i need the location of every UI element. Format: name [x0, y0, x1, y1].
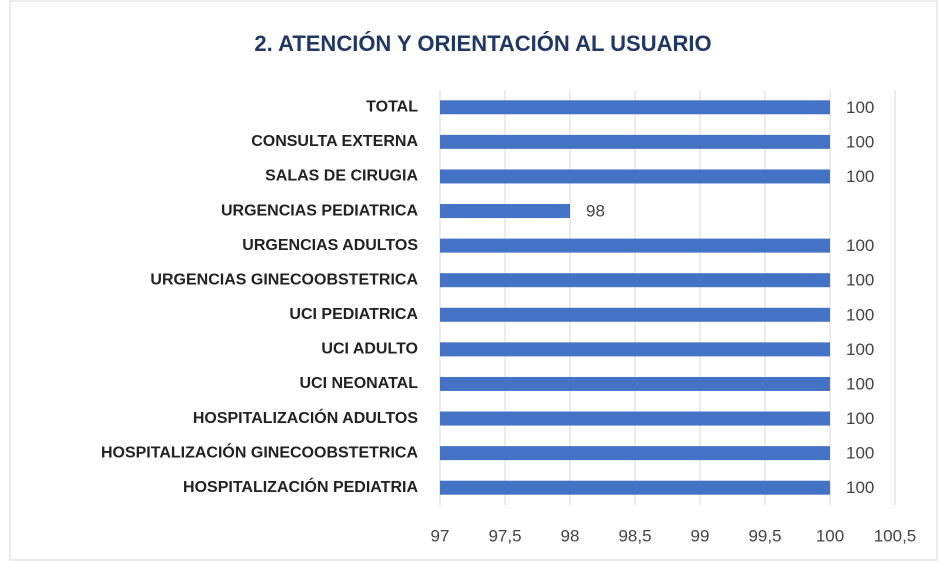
data-label: 100 — [846, 271, 874, 290]
y-tick-label: UCI PEDIATRICA — [289, 306, 418, 323]
bar — [440, 238, 830, 253]
y-tick-label: SALAS DE CIRUGIA — [265, 168, 418, 185]
data-label: 100 — [846, 236, 874, 255]
y-tick-label: UCI NEONATAL — [299, 375, 418, 392]
data-label: 100 — [846, 167, 874, 186]
x-tick-label: 99,5 — [748, 526, 781, 545]
bar — [440, 307, 830, 322]
bar — [440, 446, 830, 461]
x-tick-label: 97 — [431, 526, 450, 545]
data-label: 100 — [846, 444, 874, 463]
bar — [440, 411, 830, 426]
bar — [440, 100, 830, 115]
data-label: 100 — [846, 98, 874, 117]
y-tick-label: UCI ADULTO — [321, 341, 418, 358]
y-tick-label: URGENCIAS GINECOOBSTETRICA — [150, 271, 418, 288]
bar — [440, 134, 830, 149]
data-label: 100 — [846, 478, 874, 497]
bar — [440, 204, 570, 219]
data-label: 98 — [586, 202, 605, 221]
data-label: 100 — [846, 340, 874, 359]
bar — [440, 169, 830, 184]
y-tick-label: HOSPITALIZACIÓN PEDIATRIA — [183, 477, 418, 496]
y-tick-label: HOSPITALIZACIÓN GINECOOBSTETRICA — [101, 442, 418, 461]
data-label: 100 — [846, 374, 874, 393]
bar — [440, 376, 830, 391]
y-tick-label: CONSULTA EXTERNA — [251, 133, 418, 150]
y-tick-label: HOSPITALIZACIÓN ADULTOS — [193, 408, 419, 427]
x-tick-label: 98,5 — [618, 526, 651, 545]
y-tick-label: URGENCIAS PEDIATRICA — [221, 202, 418, 219]
x-tick-label: 100,5 — [874, 526, 917, 545]
y-tick-label: TOTAL — [366, 99, 418, 116]
x-tick-label: 98 — [561, 526, 580, 545]
x-tick-label: 97,5 — [488, 526, 521, 545]
data-label: 100 — [846, 409, 874, 428]
data-label: 100 — [846, 132, 874, 151]
bar — [440, 342, 830, 357]
bar — [440, 480, 830, 495]
x-tick-label: 100 — [816, 526, 844, 545]
chart-title: 2. ATENCIÓN Y ORIENTACIÓN AL USUARIO — [254, 31, 711, 56]
bar — [440, 273, 830, 288]
x-tick-label: 99 — [691, 526, 710, 545]
data-label: 100 — [846, 305, 874, 324]
y-tick-label: URGENCIAS ADULTOS — [242, 237, 418, 254]
